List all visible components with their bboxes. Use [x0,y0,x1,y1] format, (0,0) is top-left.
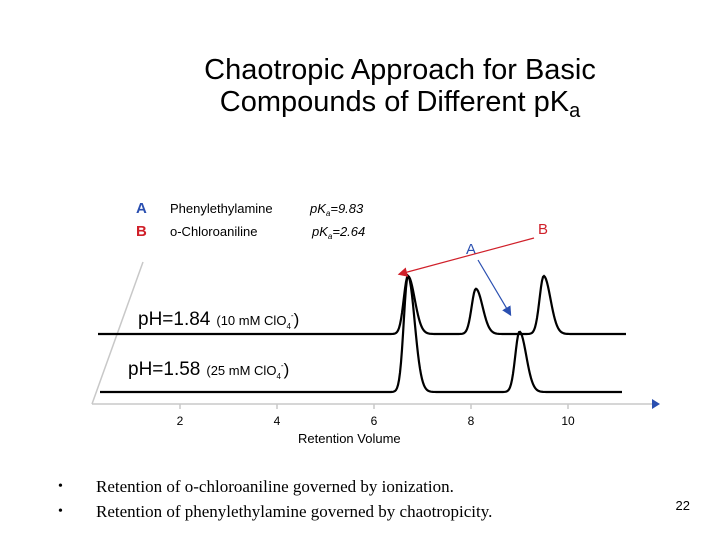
trace-ph-1-84 [98,274,626,336]
series-label-1-58: pH=1.58 (25 mM ClO4-) [128,359,289,381]
pka-b-sub: a [328,232,333,241]
peak-label-a: A [466,241,476,258]
series-1-84-condition: (10 mM ClO [216,313,286,328]
series-label-1-84: pH=1.84 (10 mM ClO4-) [138,309,299,331]
pka-b-prefix: pK [311,224,329,239]
page-number: 22 [675,498,690,513]
x-axis-label: Retention Volume [298,431,401,446]
pka-a-prefix: pK [309,201,327,216]
x-tick-label: 10 [561,414,575,428]
bullet-list: • Retention of o-chloroaniline governed … [58,474,618,524]
x-tick-label: 6 [371,414,378,428]
x-axis-ticks: 2 4 6 8 10 [177,404,575,428]
pka-b-value: =2.64 [332,224,365,239]
bullet-item: • Retention of o-chloroaniline governed … [58,474,618,499]
series-1-58-close: ) [284,360,290,379]
legend-letter-a: A [136,200,147,217]
legend-pka-b: pKa=2.64 [311,224,365,241]
trace-ph-1-58 [100,273,622,394]
pka-a-value: =9.83 [330,201,364,216]
bullet-dot: • [58,478,63,494]
legend-name-b: o-Chloroaniline [170,224,257,239]
series-1-58-ph: pH=1.58 [128,359,200,380]
legend-letter-b: B [136,223,147,240]
bullet-text: Retention of phenylethylamine governed b… [96,501,493,521]
bullet-item: • Retention of phenylethylamine governed… [58,499,618,524]
shift-arrow-b [397,237,535,277]
x-axis-arrowhead [652,399,660,409]
series-1-58-sup: - [281,361,284,370]
x-tick-label: 4 [274,414,281,428]
series-1-58-sub: 4 [276,372,281,381]
series-1-84-sub: 4 [286,322,291,331]
title-subscript: a [569,100,581,122]
chromatogram-chart: A Phenylethylamine pKa=9.83 B o-Chloroan… [91,200,660,446]
bullet-text: Retention of o-chloroaniline governed by… [96,476,454,496]
title-main: Chaotropic Approach for Basic Compounds … [204,54,596,118]
series-1-84-ph: pH=1.84 [138,309,211,330]
series-1-84-sup: - [291,311,294,320]
legend-name-a: Phenylethylamine [170,201,273,216]
slide-title: Chaotropic Approach for Basic Compounds … [140,54,660,121]
x-tick-label: 2 [177,414,184,428]
series-1-84-close: ) [294,310,300,329]
x-tick-label: 8 [468,414,475,428]
bullet-dot: • [58,503,63,519]
pka-a-sub: a [326,209,331,218]
shift-arrow-a [477,259,512,317]
legend-pka-a: pKa=9.83 [309,201,364,218]
series-1-58-condition: (25 mM ClO [206,363,276,378]
peak-label-b: B [538,221,548,238]
